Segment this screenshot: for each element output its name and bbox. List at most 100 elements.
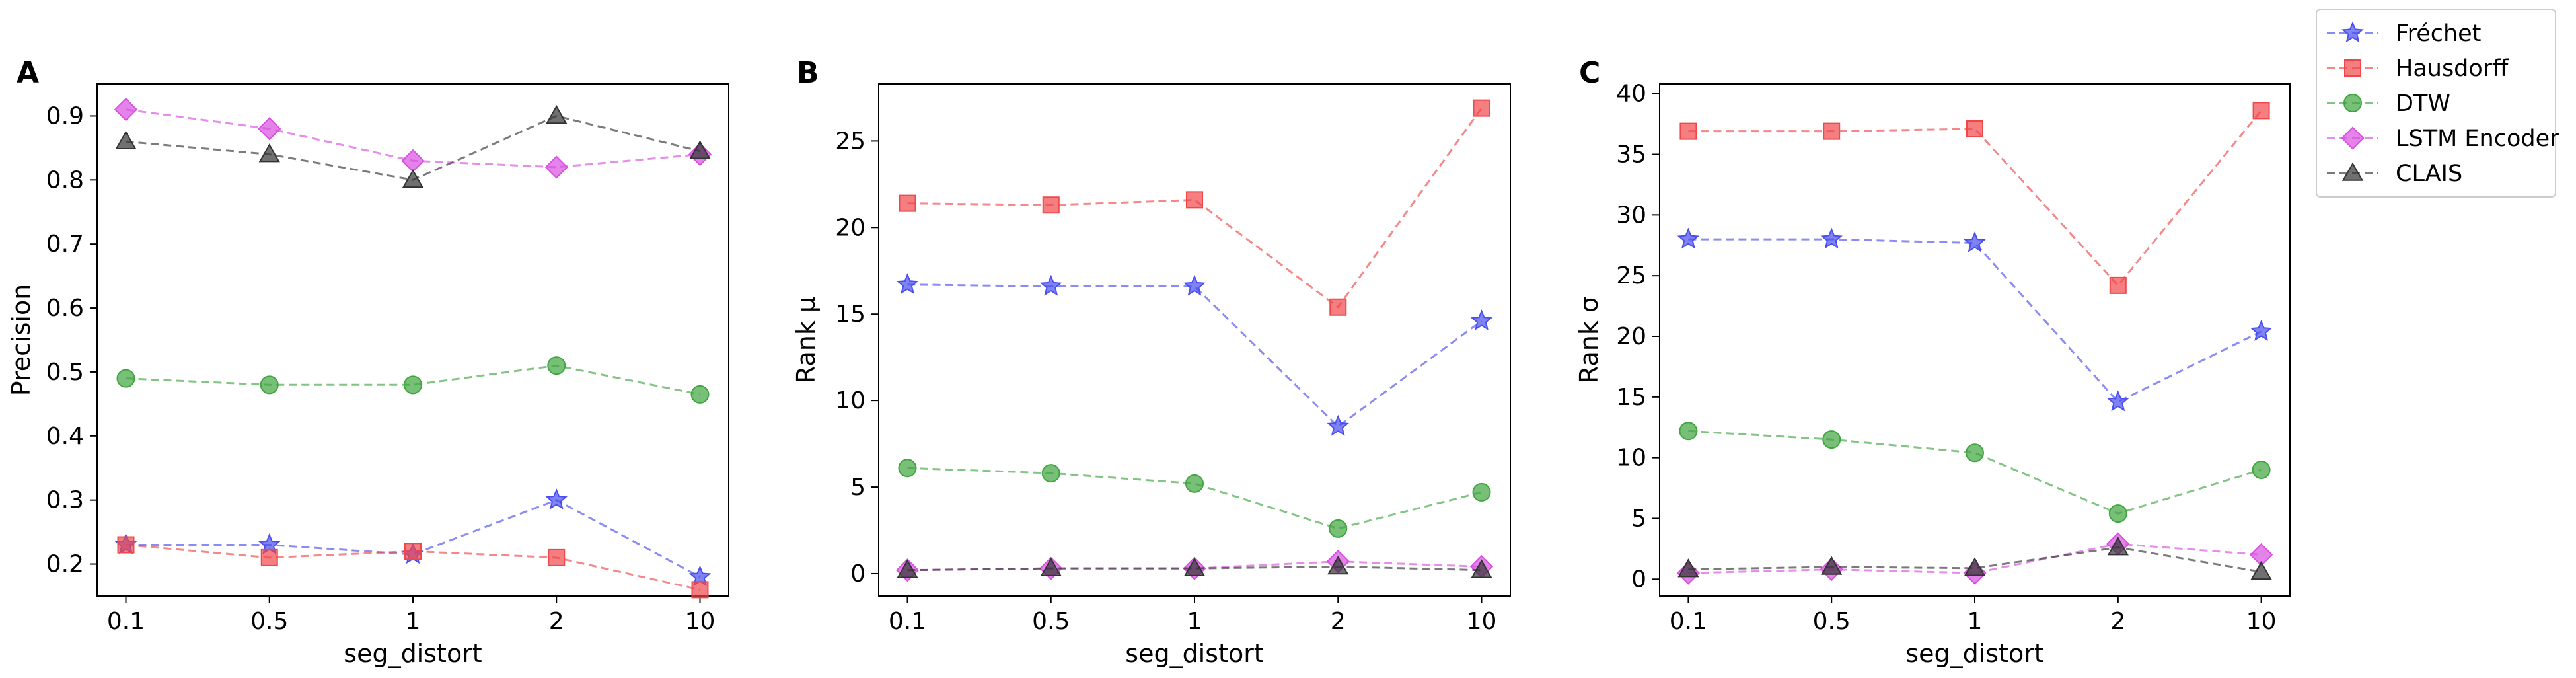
- plot-frame: [1659, 83, 2291, 597]
- y-tick-label: 0.7: [46, 231, 84, 258]
- data-point-clais: [1821, 556, 1843, 575]
- y-tick-label: 0.8: [46, 167, 84, 194]
- y-tick-label: 5: [1631, 505, 1646, 532]
- data-point-hausdorff: [1473, 99, 1490, 117]
- data-point-clais: [1327, 556, 1349, 575]
- data-point-fr-chet: [1820, 227, 1843, 249]
- data-point-hausdorff: [1679, 122, 1697, 140]
- data-point-dtw: [1679, 422, 1698, 441]
- data-point-dtw: [1041, 464, 1060, 483]
- series-dtw: [898, 459, 1491, 538]
- data-point-lstm-encoder: [401, 149, 425, 172]
- data-point-dtw: [260, 375, 279, 395]
- data-point-clais: [1183, 557, 1206, 576]
- series-fr-chet: [896, 273, 1493, 436]
- data-point-dtw: [1472, 482, 1491, 502]
- chart-panel-a: A 0.1 0.5 1 2 10 seg_distort 0.2 0.3 0.4 0.5 0.6 0.7…: [7, 56, 729, 668]
- series-clais: [897, 556, 1492, 578]
- x-tick-label: 1: [1187, 608, 1202, 635]
- data-point-dtw: [2108, 504, 2127, 523]
- data-point-fr-chet: [896, 273, 919, 294]
- y-tick-label: 20: [835, 214, 865, 241]
- series-line-hausdorff: [126, 544, 700, 591]
- x-axis-label: seg_distort: [344, 639, 482, 668]
- series-line-dtw: [1688, 430, 2262, 515]
- y-tick-label: 15: [835, 301, 865, 328]
- legend-marker: [2343, 94, 2362, 112]
- data-point-clais: [1040, 557, 1062, 576]
- y-tick-label: 0: [1631, 566, 1646, 593]
- data-point-fr-chet: [2250, 320, 2273, 341]
- data-point-fr-chet: [1327, 414, 1349, 436]
- data-point-clais: [689, 140, 711, 159]
- data-point-hausdorff: [2252, 102, 2270, 120]
- legend-box: [2316, 9, 2556, 198]
- data-point-dtw: [690, 385, 710, 404]
- panel-letter: A: [17, 56, 39, 90]
- x-tick-label: 2: [1331, 608, 1346, 635]
- y-axis-label: Rank σ: [1574, 297, 1603, 383]
- data-point-dtw: [898, 459, 917, 478]
- series-lstm-encoder: [114, 98, 712, 179]
- data-point-dtw: [404, 375, 422, 395]
- data-point-clais: [2107, 537, 2129, 556]
- data-point-hausdorff: [1329, 298, 1347, 316]
- data-point-clais: [897, 559, 918, 578]
- series-fr-chet: [1677, 227, 2273, 412]
- x-tick-label: 0.1: [889, 608, 926, 635]
- x-tick-label: 2: [2110, 608, 2125, 635]
- legend-marker: [2341, 162, 2364, 181]
- chart-panel-c: C 0.1 0.5 1 2 10 seg_distort 0 5 10 15 20 25 30 35 40 Ra…: [1574, 56, 2291, 668]
- legend-label: Hausdorff: [2396, 56, 2509, 82]
- y-tick-label: 0: [850, 560, 865, 587]
- legend-item-clais: CLAIS: [2327, 161, 2462, 187]
- y-axis-label: Rank μ: [791, 297, 821, 383]
- data-point-hausdorff: [117, 536, 135, 554]
- chart-panel-b: B 0.1 0.5 1 2 10 seg_distort 0 5 10 15 20 25 Rank μ: [791, 56, 1511, 668]
- y-tick-label: 35: [1616, 141, 1646, 169]
- data-point-clais: [402, 169, 424, 188]
- plot-frame: [878, 83, 1511, 597]
- data-point-dtw: [1966, 443, 1984, 463]
- data-point-lstm-encoder: [544, 155, 568, 179]
- data-point-hausdorff: [1966, 120, 1983, 137]
- y-tick-label: 0.5: [46, 359, 84, 386]
- data-point-hausdorff: [1823, 122, 1841, 140]
- y-tick-label: 20: [1616, 323, 1646, 350]
- series-line-hausdorff: [907, 107, 1483, 309]
- series-clais: [115, 105, 711, 188]
- series-line-clais: [1688, 546, 2262, 573]
- legend: Fréchet Hausdorff DTW LSTM Encoder CLAIS: [2316, 9, 2559, 198]
- data-point-lstm-encoder: [258, 117, 281, 141]
- legend-label: LSTM Encoder: [2396, 126, 2559, 152]
- y-tick-label: 5: [850, 474, 865, 501]
- series-line-dtw: [907, 467, 1482, 530]
- y-tick-label: 0.4: [46, 423, 84, 450]
- data-point-hausdorff: [2109, 276, 2127, 294]
- legend-label: DTW: [2396, 91, 2450, 117]
- series-dtw: [116, 356, 710, 404]
- data-point-hausdorff: [404, 543, 422, 560]
- data-point-fr-chet: [1040, 274, 1062, 296]
- y-tick-label: 25: [835, 128, 865, 155]
- x-axis-label: seg_distort: [1905, 639, 2043, 668]
- series-hausdorff: [1679, 102, 2270, 294]
- panel-letter: B: [797, 56, 819, 90]
- legend-marker: [2341, 21, 2364, 43]
- data-point-hausdorff: [548, 548, 566, 566]
- x-tick-label: 0.1: [107, 608, 145, 635]
- x-tick-label: 0.5: [250, 608, 288, 635]
- y-tick-label: 15: [1616, 384, 1646, 411]
- data-point-fr-chet: [545, 488, 568, 509]
- legend-label: CLAIS: [2396, 161, 2462, 187]
- data-point-hausdorff: [1042, 196, 1060, 214]
- series-line-hausdorff: [1688, 110, 2262, 287]
- data-point-hausdorff: [260, 548, 278, 566]
- legend-item-hausdorff: Hausdorff: [2327, 56, 2509, 82]
- legend-item-lstm-encoder: LSTM Encoder: [2327, 126, 2559, 152]
- data-point-clais: [1471, 559, 1492, 578]
- series-hausdorff: [117, 536, 709, 599]
- y-axis-label: Precision: [7, 284, 36, 396]
- data-point-lstm-encoder: [114, 98, 138, 122]
